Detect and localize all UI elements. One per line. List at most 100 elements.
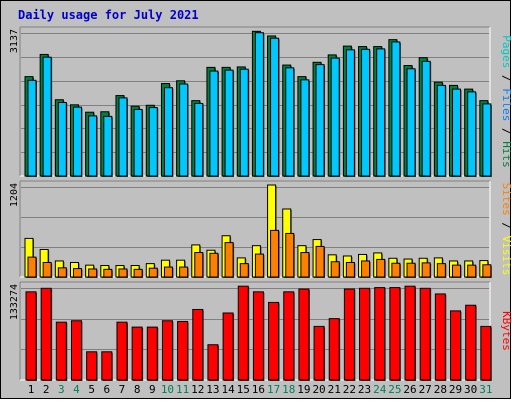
files-bar <box>391 41 401 177</box>
kbytes-bar <box>101 351 113 381</box>
day-tick-label: 1 <box>28 383 35 396</box>
day-tick-label: 30 <box>464 383 477 396</box>
day-tick-label: 10 <box>161 383 174 396</box>
kbytes-bar <box>177 320 189 381</box>
kbytes-bar <box>268 301 280 381</box>
kbytes-bar <box>343 288 355 381</box>
legend-entry: Pages <box>500 35 512 68</box>
files-bar <box>361 48 371 177</box>
sites-bar <box>285 232 295 278</box>
kbytes-bar <box>70 320 82 381</box>
panel-3-legend: KBytes <box>500 311 512 351</box>
files-bar <box>345 49 355 177</box>
files-bar <box>133 108 143 177</box>
sites-bar <box>103 268 113 278</box>
day-tick-label: 31 <box>479 383 492 396</box>
kbytes-bar <box>434 293 446 381</box>
files-bar <box>239 68 249 177</box>
panel-2-legend: Sites / Visits <box>500 183 512 276</box>
sites-bar <box>467 264 477 278</box>
files-bar <box>270 37 280 177</box>
day-tick-label: 11 <box>176 383 189 396</box>
kbytes-bar <box>404 285 416 381</box>
day-tick-label: 5 <box>88 383 95 396</box>
sites-bar <box>148 267 158 278</box>
kbytes-bar <box>389 287 401 381</box>
kbytes-bar <box>25 291 37 381</box>
kbytes-bar <box>374 287 386 381</box>
files-bar <box>330 57 340 177</box>
kbytes-bar <box>328 318 340 381</box>
day-tick-label: 3 <box>58 383 65 396</box>
files-bar <box>224 69 234 177</box>
sites-bar <box>436 263 446 278</box>
legend-entry: Visits <box>500 236 512 276</box>
panel-2-max-label: 1204 <box>9 183 20 207</box>
kbytes-bar <box>146 326 158 381</box>
legend-entry: KBytes <box>500 311 512 351</box>
sites-bar <box>361 260 371 278</box>
sites-bar <box>270 229 280 278</box>
kbytes-bar <box>480 325 492 381</box>
day-tick-label: 21 <box>328 383 341 396</box>
kbytes-bar <box>40 287 52 381</box>
files-bar <box>436 84 446 177</box>
day-tick-label: 20 <box>312 383 325 396</box>
day-tick-label: 16 <box>252 383 265 396</box>
day-tick-label: 28 <box>434 383 447 396</box>
kbytes-bar <box>192 308 204 381</box>
sites-bar <box>118 268 128 278</box>
panel-1-legend: Pages / Files / Hits <box>500 35 512 168</box>
legend-entry: / <box>500 216 512 236</box>
sites-bar <box>376 258 386 278</box>
files-bar <box>148 107 158 177</box>
day-tick-label: 2 <box>43 383 50 396</box>
sites-bar <box>27 256 37 278</box>
sites-bar <box>482 264 492 278</box>
sites-bar <box>88 268 98 278</box>
files-bar <box>209 70 219 177</box>
day-tick-label: 6 <box>103 383 110 396</box>
files-bar <box>406 68 416 177</box>
day-tick-label: 7 <box>119 383 126 396</box>
files-bar <box>376 48 386 177</box>
day-tick-label: 22 <box>343 383 356 396</box>
day-tick-label: 24 <box>373 383 387 396</box>
files-bar <box>254 32 264 177</box>
day-tick-label: 9 <box>149 383 156 396</box>
files-bar <box>57 102 67 177</box>
files-bar <box>27 79 37 177</box>
legend-entry: / <box>500 121 512 141</box>
kbytes-bar <box>419 287 431 381</box>
day-tick-label: 18 <box>282 383 295 396</box>
kbytes-bar <box>207 344 219 381</box>
kbytes-bar <box>465 304 477 381</box>
panel-3-max-label: 133274 <box>9 284 20 320</box>
day-tick-label: 29 <box>449 383 462 396</box>
legend-entry: Sites <box>500 183 512 216</box>
kbytes-bar <box>55 321 67 381</box>
sites-bar <box>452 264 462 278</box>
kbytes-bar <box>131 326 143 381</box>
day-tick-label: 12 <box>191 383 204 396</box>
files-bar <box>118 97 128 177</box>
kbytes-bar <box>359 287 371 381</box>
kbytes-bar <box>283 291 295 381</box>
day-tick-label: 25 <box>388 383 401 396</box>
day-tick-label: 8 <box>134 383 141 396</box>
day-tick-label: 15 <box>237 383 250 396</box>
sites-bar <box>133 268 143 278</box>
sites-bar <box>345 261 355 278</box>
files-bar <box>285 67 295 177</box>
day-tick-label: 27 <box>419 383 432 396</box>
sites-bar <box>72 268 82 278</box>
day-tick-label: 17 <box>267 383 280 396</box>
kbytes-bar <box>86 351 98 381</box>
kbytes-bar <box>237 285 249 381</box>
files-bar <box>163 87 173 177</box>
files-bar <box>103 115 113 177</box>
files-bar <box>315 64 325 177</box>
kbytes-bar <box>116 321 128 381</box>
sites-bar <box>406 262 416 278</box>
